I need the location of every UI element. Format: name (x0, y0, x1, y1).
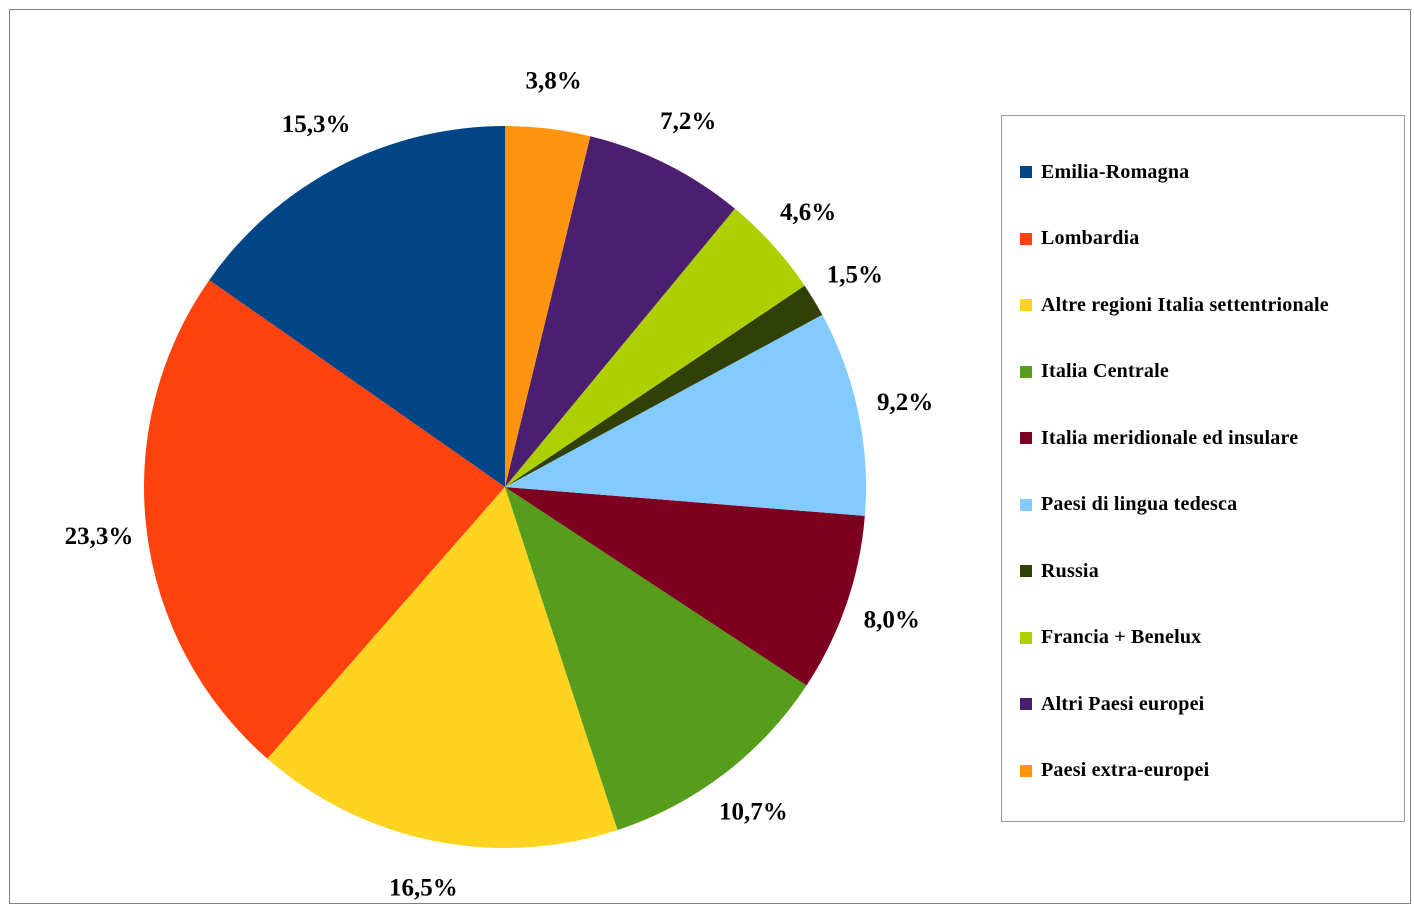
legend-swatch (1020, 365, 1032, 378)
data-label-altre-regioni-italia-settentrionale: 16,5% (389, 874, 458, 901)
legend-item-altre-regioni-italia-settentrionale: Altre regioni Italia settentrionale (1020, 292, 1329, 318)
pie-slice-altre-regioni-italia-settentrionale (267, 487, 618, 848)
legend-item-italia-centrale: Italia Centrale (1020, 359, 1169, 385)
pie-data-labels: 15,3% 23,3% 16,5% 10,7% 8,0% 9,2% 1,5% 4,6% 7,2%… (65, 67, 934, 901)
pie-slice-altri-paesi-europei (505, 136, 735, 488)
data-label-russia: 1,5% (827, 262, 883, 289)
legend-swatch (1020, 232, 1032, 245)
legend-item-francia-benelux: Francia + Benelux (1020, 625, 1201, 651)
legend-swatch (1020, 498, 1032, 511)
legend-label: Russia (1041, 559, 1099, 582)
legend-label: Altre regioni Italia settentrionale (1041, 293, 1329, 316)
legend-swatch (1020, 631, 1032, 644)
legend-item-paesi-di-lingua-tedesca: Paesi di lingua tedesca (1020, 492, 1237, 518)
legend-swatch (1020, 432, 1032, 444)
legend-label: Francia + Benelux (1041, 626, 1202, 648)
pie-slice-italia-meridionale-ed-insulare (505, 487, 865, 686)
data-label-paesi-extra-europei: 3,8% (526, 67, 582, 94)
legend-label: Italia meridionale ed insulare (1041, 426, 1299, 449)
legend-item-italia-meridionale-ed-insulare: Italia meridionale ed insulare (1020, 425, 1298, 451)
data-label-emilia-romagna: 15,3% (282, 111, 351, 138)
legend: Emilia-Romagna Lombardia Altre regioni Ita… (1001, 115, 1405, 822)
pie-slice-italia-centrale (505, 487, 807, 831)
legend-swatch (1020, 764, 1032, 777)
legend-label: Italia Centrale (1041, 360, 1169, 382)
legend-item-emilia-romagna: Emilia-Romagna (1020, 159, 1189, 185)
legend-label: Altri Paesi europei (1041, 692, 1205, 715)
data-label-paesi-di-lingua-tedesca: 9,2% (877, 389, 933, 416)
pie-slice-paesi-di-lingua-tedesca (505, 314, 867, 516)
pie-slice-lombardia (144, 280, 505, 759)
legend-item-russia: Russia (1020, 558, 1099, 584)
legend-label: Emilia-Romagna (1041, 160, 1190, 183)
legend-swatch (1020, 565, 1032, 577)
pie-slice-russia (505, 285, 823, 487)
pie-slice-francia-benelux (505, 208, 805, 487)
legend-label: Paesi extra-europei (1041, 759, 1210, 781)
legend-label: Lombardia (1041, 227, 1140, 249)
data-label-italia-meridionale-ed-insulare: 8,0% (864, 606, 920, 633)
legend-item-paesi-extra-europei: Paesi extra-europei (1020, 758, 1209, 784)
data-label-francia-benelux: 4,6% (780, 199, 836, 226)
legend-swatch (1020, 299, 1032, 311)
legend-label: Paesi di lingua tedesca (1041, 493, 1238, 515)
data-label-altri-paesi-europei: 7,2% (660, 108, 716, 135)
data-label-italia-centrale: 10,7% (719, 798, 788, 825)
legend-item-altri-paesi-europei: Altri Paesi europei (1020, 691, 1204, 717)
data-label-lombardia: 23,3% (65, 523, 134, 550)
pie-slices (144, 126, 867, 848)
pie-slice-paesi-extra-europei (505, 126, 591, 487)
legend-item-lombardia: Lombardia (1020, 226, 1139, 252)
legend-swatch (1020, 698, 1032, 710)
legend-swatch (1020, 166, 1032, 178)
pie-slice-emilia-romagna (209, 126, 506, 487)
